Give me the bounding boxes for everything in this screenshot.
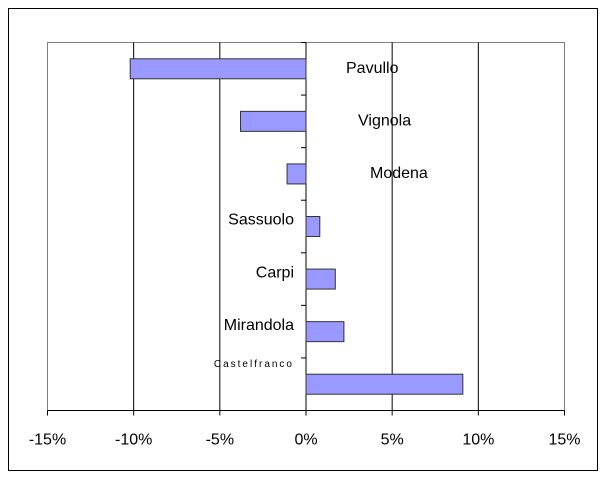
- x-tick-label: 5%: [381, 432, 404, 449]
- bar: [305, 321, 345, 343]
- x-tick-label: 0%: [294, 432, 317, 449]
- x-tick-label: -5%: [206, 432, 234, 449]
- x-tick-label: -10%: [115, 432, 152, 449]
- bar: [305, 268, 336, 290]
- x-tick-label: 15%: [548, 432, 580, 449]
- category-label: Castelfranco: [214, 359, 294, 370]
- category-label: Sassuolo: [228, 212, 294, 229]
- bar: [305, 373, 464, 395]
- category-label: Pavullo: [346, 60, 399, 77]
- bar: [305, 216, 321, 237]
- bar: [286, 163, 307, 185]
- category-label: Carpi: [256, 264, 294, 281]
- category-label: Mirandola: [224, 317, 294, 334]
- category-label: Modena: [370, 165, 428, 182]
- bar: [129, 58, 307, 80]
- bar: [240, 110, 307, 132]
- x-tick-label: 10%: [462, 432, 494, 449]
- x-tick-label: -15%: [29, 432, 66, 449]
- category-label: Vignola: [358, 113, 411, 130]
